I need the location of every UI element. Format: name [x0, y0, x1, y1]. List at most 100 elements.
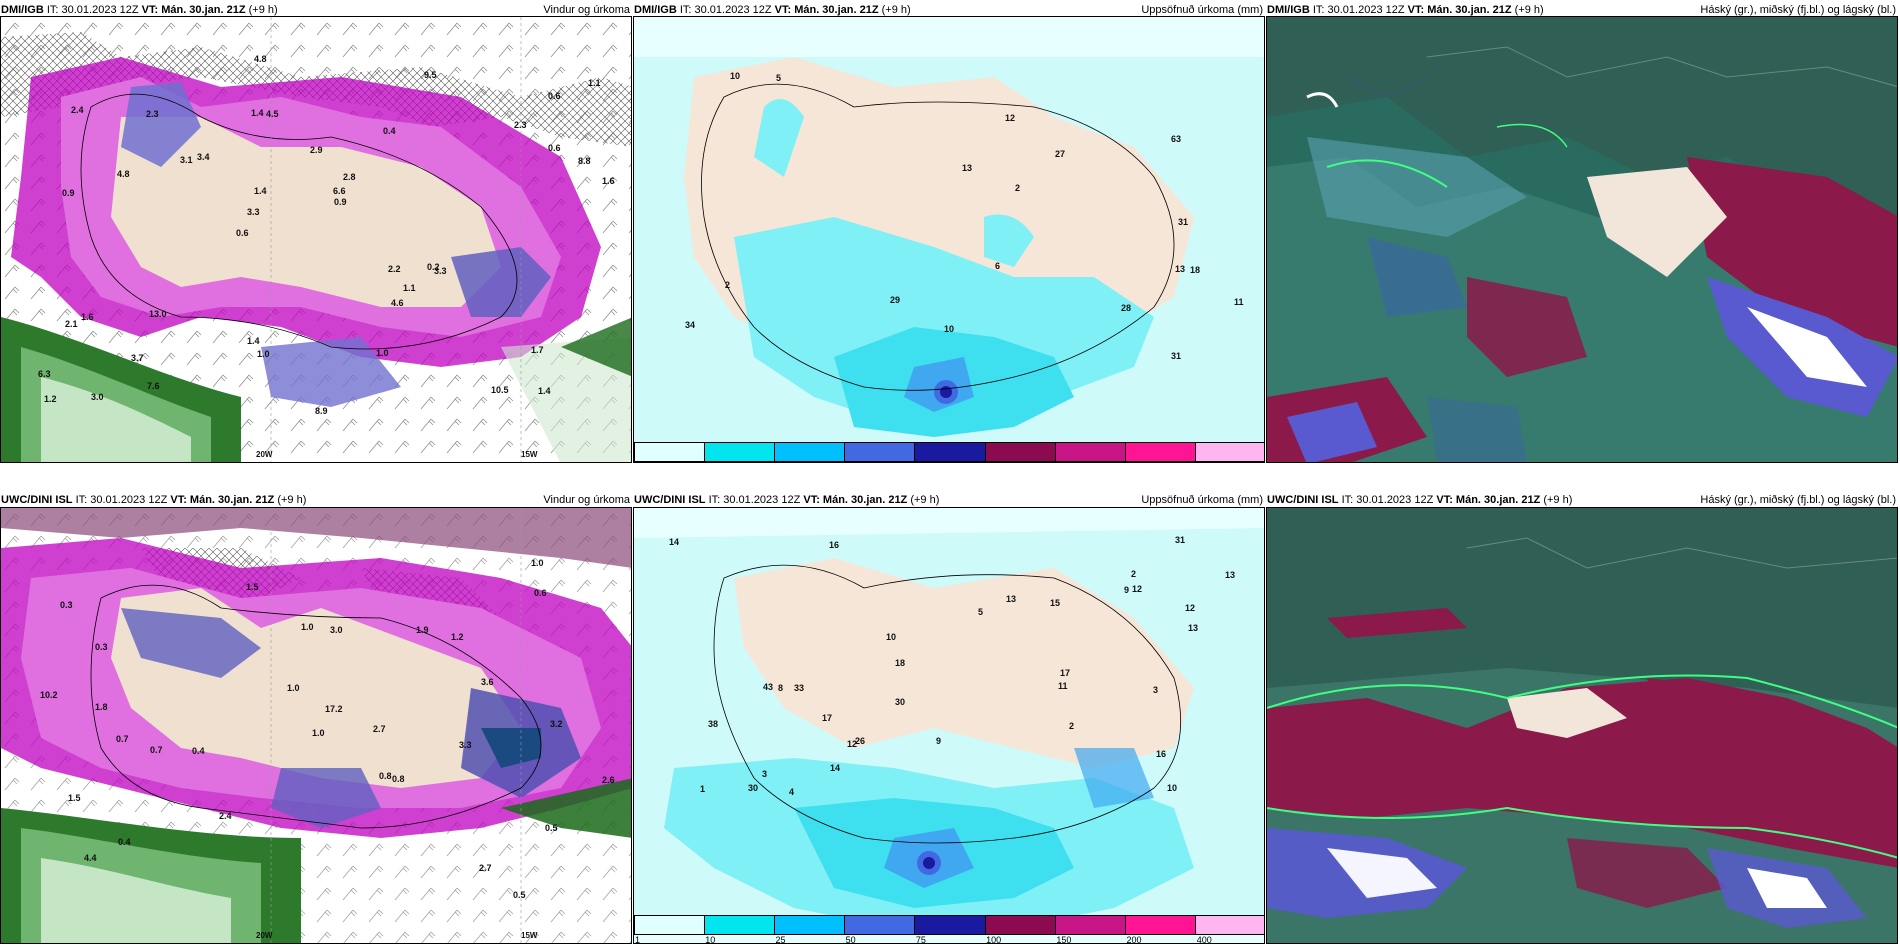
value-label: 0.8	[379, 771, 392, 781]
colorbar-label: 1	[635, 462, 640, 463]
colorbar-swatch	[635, 443, 706, 461]
value-label: 4.6	[391, 298, 404, 308]
value-label: 4.8	[117, 169, 130, 179]
axis-label-15w: 15W	[521, 931, 538, 940]
value-label: 17	[1060, 668, 1070, 678]
value-label: 30	[748, 783, 758, 793]
value-label: 6.6	[333, 186, 346, 196]
value-label: 13	[1175, 264, 1185, 274]
value-label: 28	[1121, 303, 1131, 313]
value-label: 3	[762, 769, 767, 779]
value-label: 5	[978, 607, 983, 617]
value-label: 13	[962, 163, 972, 173]
colorbar-swatch	[1055, 916, 1126, 934]
value-label: 31	[1175, 535, 1185, 545]
value-label: 2.4	[71, 105, 84, 115]
value-label: 3.0	[91, 392, 104, 402]
value-label: 12	[1185, 603, 1195, 613]
axis-label-20w: 20W	[256, 931, 273, 940]
valid-time: VT: Mán. 30.jan. 21Z	[141, 4, 246, 16]
value-label: 2.7	[479, 863, 492, 873]
value-label: 17	[822, 713, 832, 723]
value-label: 12	[1132, 584, 1142, 594]
header-uwc-precip: UWC/DINI ISL IT: 30.01.2023 12Z VT: Mán.…	[633, 490, 1265, 508]
value-label: 13	[1006, 594, 1016, 604]
value-label: 11	[1234, 297, 1244, 307]
value-label: 0.9	[334, 197, 347, 207]
init-time: IT: 30.01.2023 12Z	[1341, 494, 1434, 506]
map-accumulated-precip-dmi[interactable]: 2 2 13 11 12 28 13 27 18 34 5 6 31 10 10 29 31 63 1 10 25 50…	[633, 16, 1265, 463]
header-dmi-clouds: DMI/IGB IT: 30.01.2023 12Z VT: Mán. 30.j…	[1266, 0, 1898, 18]
value-label: 13	[1188, 623, 1198, 633]
colorbar-label: 150	[1056, 462, 1071, 463]
panel-title: Háský (gr.), miðský (fj.bl.) og lágský (…	[1700, 494, 1896, 506]
colorbar-label: 400	[1196, 935, 1212, 944]
colorbar-label: 150	[1056, 935, 1072, 944]
value-label: 13	[1225, 570, 1235, 580]
value-label: 10	[730, 71, 740, 81]
map-clouds-dmi[interactable]	[1266, 16, 1898, 463]
value-label: 0.4	[192, 746, 205, 756]
colorbar-label: 25	[775, 462, 785, 463]
value-label: 3.1	[180, 155, 193, 165]
value-label: 5	[776, 73, 781, 83]
value-label: 8.8	[578, 156, 591, 166]
value-label: 1.6	[602, 176, 615, 186]
value-label: 2.2	[388, 264, 401, 274]
colorbar-swatch	[915, 443, 986, 461]
header-uwc-wind: UWC/DINI ISL IT: 30.01.2023 12Z VT: Mán.…	[0, 490, 632, 508]
value-label: 2.4	[219, 811, 232, 821]
colorbar-label: 100	[986, 462, 1001, 463]
value-label: 6	[995, 261, 1000, 271]
panel-title: Vindur og úrkoma	[543, 494, 630, 506]
value-label: 1.0	[312, 728, 325, 738]
value-label: 7.6	[147, 381, 160, 391]
value-label: 12	[847, 739, 857, 749]
valid-time: VT: Mán. 30.jan. 21Z	[1407, 4, 1512, 16]
value-label: 2.9	[310, 145, 323, 155]
precip-colorbar	[634, 442, 1264, 462]
value-label: 9.5	[424, 70, 437, 80]
value-label: 18	[895, 658, 905, 668]
map-wind-precip-dmi[interactable]: 1.4 0.9 0.6 0.6 0.4 3.0 1.4 2.9 1.6 3.4 6.3 3.7 4.5 2…	[0, 16, 632, 463]
colorbar-swatch	[985, 443, 1056, 461]
wind-precip-map: 0.5 0.7 0.8 0.3 0.5 0.3 0.4 0.4 1.2 1.0 1.9 2.7 2.4 1…	[1, 508, 631, 943]
wind-precip-map: 1.4 0.9 0.6 0.6 0.4 3.0 1.4 2.9 1.6 3.4 6.3 3.7 4.5 2…	[1, 17, 631, 462]
value-label: 3.3	[247, 207, 260, 217]
value-label: 30	[895, 697, 905, 707]
value-label: 3.3	[434, 266, 447, 276]
lead-time: (+9 h)	[277, 494, 307, 506]
value-label: 1.7	[531, 345, 544, 355]
colorbar-label: 100	[986, 935, 1002, 944]
value-label: 3.6	[481, 677, 494, 687]
value-label: 1.4	[247, 336, 260, 346]
colorbar-swatch	[775, 443, 846, 461]
model-name: UWC/DINI ISL	[634, 494, 706, 506]
value-label: 2.6	[602, 775, 615, 785]
map-clouds-uwc[interactable]	[1266, 507, 1898, 944]
value-label: 1.4	[254, 186, 267, 196]
value-label: 1.4	[251, 108, 264, 118]
colorbar-label: 400	[1197, 462, 1212, 463]
value-label: 10.5	[491, 385, 509, 395]
value-label: 15	[1050, 598, 1060, 608]
value-label: 3.3	[459, 740, 472, 750]
value-label: 0.6	[534, 588, 547, 598]
map-accumulated-precip-uwc[interactable]: 1 2 13 11 10 9 16 9 5 4 3 3 2 12 14 10 33 18 14 13 15 16 17 30 3…	[633, 507, 1265, 944]
value-label: 16	[829, 540, 839, 550]
value-label: 9	[936, 736, 941, 746]
value-label: 3.7	[131, 353, 144, 363]
value-label: 1.1	[403, 283, 416, 293]
value-label: 1.0	[257, 349, 270, 359]
map-wind-precip-uwc[interactable]: 0.5 0.7 0.8 0.3 0.5 0.3 0.4 0.4 1.2 1.0 1.9 2.7 2.4 1…	[0, 507, 632, 944]
value-label: 2	[1015, 183, 1020, 193]
axis-label-20w: 20W	[256, 450, 273, 459]
value-label: 27	[1055, 149, 1065, 159]
colorbar-swatch	[845, 916, 916, 934]
value-label: 1.2	[451, 632, 464, 642]
header-uwc-clouds: UWC/DINI ISL IT: 30.01.2023 12Z VT: Mán.…	[1266, 490, 1898, 508]
clouds-map	[1267, 508, 1897, 943]
lead-time: (+9 h)	[1543, 494, 1573, 506]
value-label: 1.5	[246, 582, 259, 592]
value-label: 3	[1153, 685, 1158, 695]
